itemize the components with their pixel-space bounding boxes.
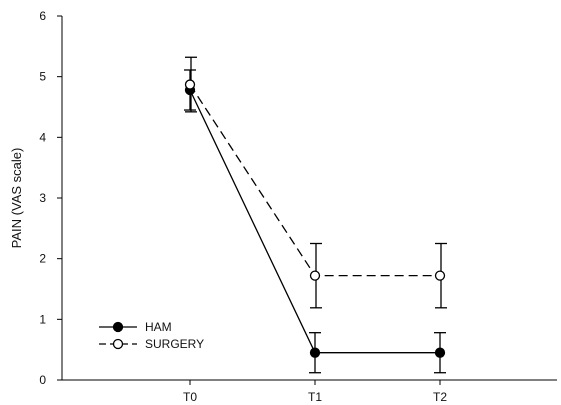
y-tick-label: 1 [39,312,46,326]
y-tick-label: 6 [39,9,46,23]
y-tick-label: 3 [39,191,46,205]
legend-item: HAM [99,320,172,334]
data-point [309,347,321,358]
y-tick-label: 5 [39,70,46,84]
legend-label: SURGERY [145,337,204,351]
axes [57,15,557,385]
legend-marker [112,338,124,350]
y-tick-label: 4 [39,130,46,144]
y-tick-label: 2 [39,252,46,266]
y-tick-labels: 0 1 2 3 4 5 6 [39,9,46,387]
legend-marker [112,321,124,333]
legend-label: HAM [145,320,172,334]
y-axis-title: PAIN (VAS scale) [9,148,24,249]
series-line [189,89,440,354]
y-tick-label: 0 [39,373,46,387]
x-tick-label: T1 [308,390,322,404]
legend: HAM SURGERY [99,320,204,351]
data-point [184,79,196,90]
legend-item: SURGERY [99,337,204,351]
series-surgery [184,56,447,309]
data-point [309,270,321,281]
data-point [434,347,446,358]
series-ham [184,69,446,374]
series-layer [184,56,447,374]
x-tick-label: T2 [433,390,447,404]
data-point [434,270,446,281]
x-tick-labels: T0 T1 T2 [183,390,447,404]
x-tick-label: T0 [183,390,197,404]
series-line [189,84,440,277]
